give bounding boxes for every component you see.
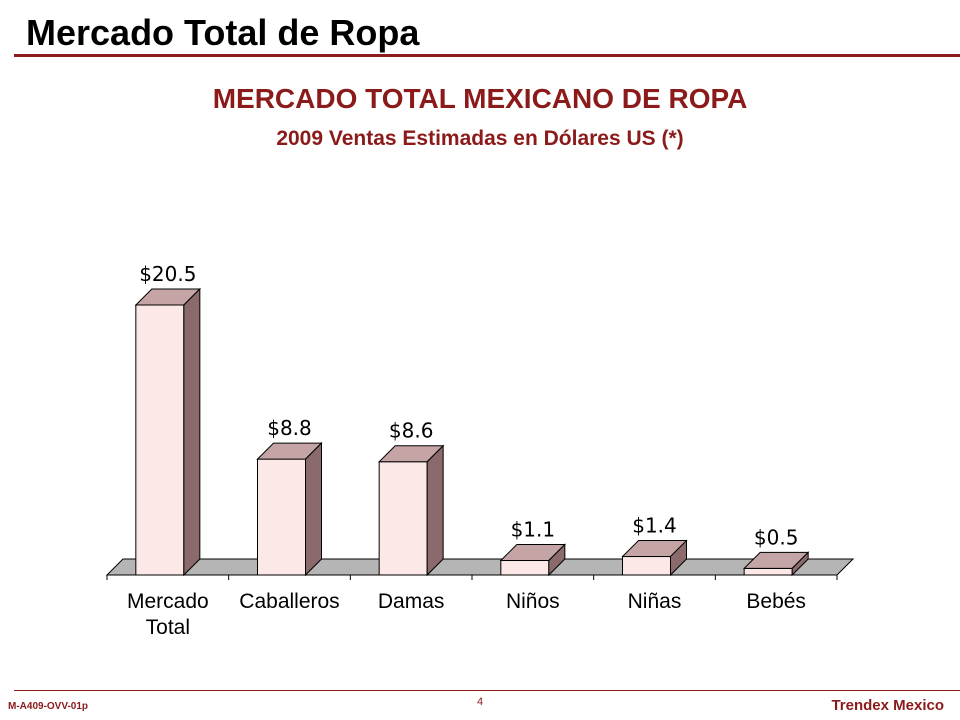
chart-bars [134, 287, 810, 577]
category-label: Niños [506, 590, 560, 613]
bar-front [500, 560, 550, 576]
bar-side [426, 444, 444, 577]
category-label: Total [146, 616, 190, 639]
bar-front [378, 461, 428, 576]
slide-title: Mercado Total de Ropa [26, 12, 420, 53]
bar-front [743, 567, 793, 576]
category-label: Niñas [628, 590, 682, 613]
chart-floor [105, 558, 855, 580]
chart-title: MERCADO TOTAL MEXICANO DE ROPA [212, 83, 748, 114]
category-label: Bebés [746, 590, 806, 613]
page-number: 4 [476, 696, 484, 708]
category-label: Mercado [127, 590, 209, 613]
bar-front [622, 556, 671, 576]
bar [134, 287, 202, 577]
floor-top [105, 558, 855, 576]
bar-side [305, 441, 322, 577]
chart-subtitle: 2009 Ventas Estimadas en Dólares US (*) [276, 127, 684, 150]
bar [742, 551, 810, 577]
bar-value-label: $8.6 [389, 419, 434, 443]
bar [499, 543, 567, 577]
bar-side [548, 543, 566, 577]
bar [621, 539, 688, 577]
bar-value-label: $0.5 [754, 525, 799, 549]
footer-brand: Trendex Mexico [831, 697, 944, 714]
title-divider [14, 54, 960, 57]
chart-labels: $20.5 Mercado Total $8.8 Caballeros $8.6 Damas… [127, 262, 806, 639]
bar [377, 444, 445, 577]
bar [256, 441, 323, 577]
bar-front [257, 458, 306, 576]
bar-front [135, 304, 185, 576]
bar-value-label: $8.8 [267, 416, 312, 440]
footer-divider [14, 690, 960, 691]
category-label: Damas [378, 590, 445, 613]
bar-value-label: $1.1 [511, 518, 556, 542]
category-label: Caballeros [239, 590, 339, 613]
footer-code: M-A409-OVV-01p [8, 701, 89, 712]
bar-side [670, 539, 687, 577]
bar-value-label: $20.5 [139, 262, 196, 286]
bar-side [183, 287, 201, 577]
bar-side [791, 551, 809, 577]
bar-value-label: $1.4 [632, 514, 677, 538]
